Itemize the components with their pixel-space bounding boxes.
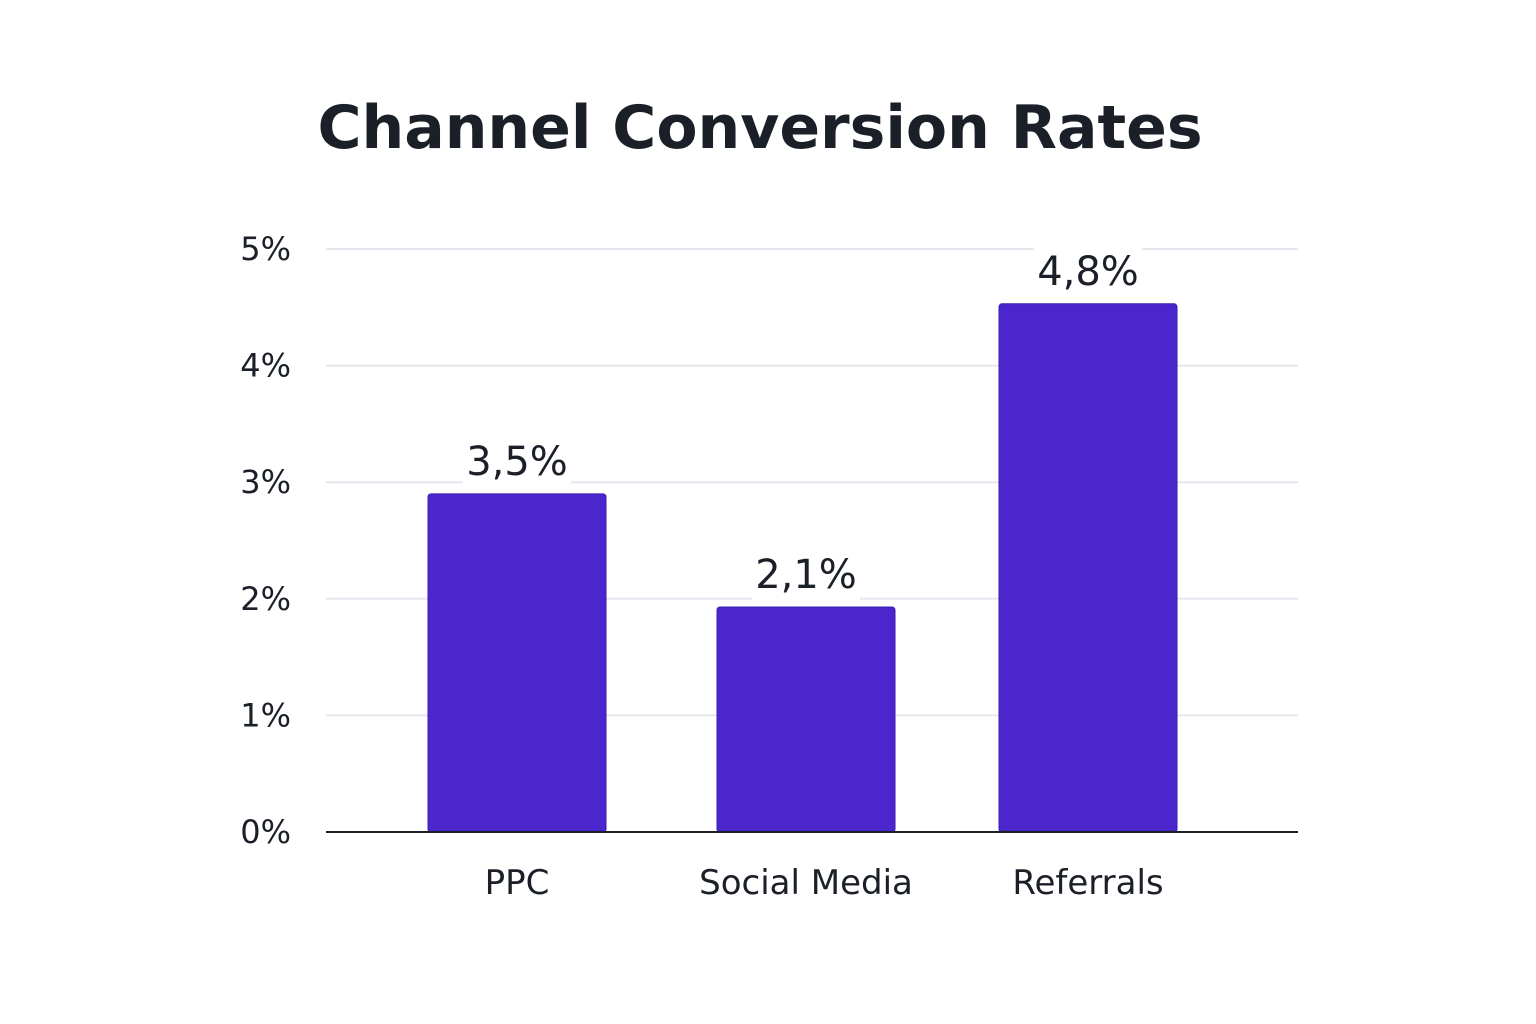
x-axis-categories: PPC Social Media Referrals [485, 863, 1164, 903]
y-tick-label: 4% [240, 347, 291, 385]
x-category-label: Referrals [1012, 863, 1163, 903]
data-label-background [1034, 245, 1142, 298]
y-tick-label: 1% [240, 696, 291, 734]
bar [427, 493, 607, 833]
data-labels: 3,5% 2,1% 4,8% [463, 245, 1142, 601]
bars [427, 303, 1178, 833]
y-tick-label: 3% [240, 463, 291, 501]
data-label: 4,8% [1037, 249, 1139, 295]
y-tick-label: 5% [240, 230, 291, 268]
y-tick-label: 0% [240, 813, 291, 851]
data-label-background [463, 435, 571, 488]
y-tick-label: 2% [240, 580, 291, 618]
data-label-background [752, 548, 860, 601]
x-category-label: Social Media [699, 863, 913, 903]
x-category-label: PPC [485, 863, 550, 903]
data-label: 2,1% [755, 552, 857, 598]
bar [716, 606, 896, 833]
data-label: 3,5% [466, 439, 568, 485]
y-axis-ticks: 0% 1% 2% 3% 4% 5% [240, 230, 291, 851]
bar [998, 303, 1178, 833]
chart-title: Channel Conversion Rates [317, 93, 1202, 163]
